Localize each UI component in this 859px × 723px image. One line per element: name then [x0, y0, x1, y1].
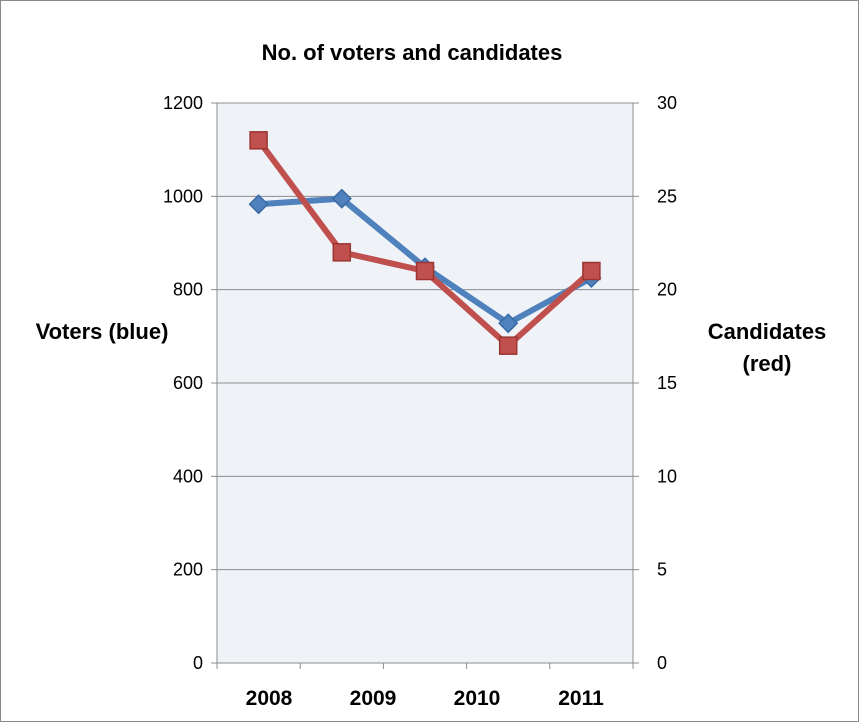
y-left-tick-label: 1000	[163, 186, 203, 206]
y-left-tick-label: 0	[193, 653, 203, 673]
x-tick-label: 2010	[454, 687, 501, 710]
y-axis-right-label-line1: Candidates	[708, 319, 827, 344]
y-right-tick-label: 10	[657, 466, 677, 486]
data-point-square	[498, 336, 518, 355]
y-left-tick-label: 1200	[163, 93, 203, 113]
y-right-tick-label: 15	[657, 373, 677, 393]
chart-title: No. of voters and candidates	[262, 40, 563, 65]
y-right-tick-label: 25	[657, 186, 677, 206]
y-right-tick-label: 0	[657, 653, 667, 673]
data-point-diamond	[248, 194, 269, 215]
data-point-square	[415, 261, 435, 281]
axes: 0 200 400 600 800 1000 1200 0 5 10 15 20 25 30 2008 200…	[163, 93, 677, 710]
data-point-square	[249, 131, 268, 150]
gridlines	[217, 102, 633, 571]
y-right-tick-label: 30	[657, 93, 677, 113]
x-tick-label: 2009	[350, 687, 397, 710]
data-point-square	[332, 243, 352, 262]
y-right-tick-label: 20	[657, 280, 677, 300]
y-axis-left-label: Voters (blue)	[36, 319, 169, 344]
y-left-tick-label: 200	[173, 560, 203, 580]
data-point-diamond	[331, 188, 352, 209]
x-tick-label: 2011	[558, 687, 604, 710]
y-axis-right-label-line2: (red)	[743, 351, 792, 376]
data-point-diamond	[498, 313, 519, 334]
series-layer	[248, 131, 602, 355]
x-tick-label: 2008	[246, 687, 293, 710]
y-right-tick-label: 5	[657, 560, 667, 580]
data-point-square	[582, 261, 601, 281]
y-left-tick-label: 400	[173, 466, 203, 486]
y-left-tick-label: 800	[173, 280, 203, 300]
y-left-tick-label: 600	[173, 373, 203, 393]
